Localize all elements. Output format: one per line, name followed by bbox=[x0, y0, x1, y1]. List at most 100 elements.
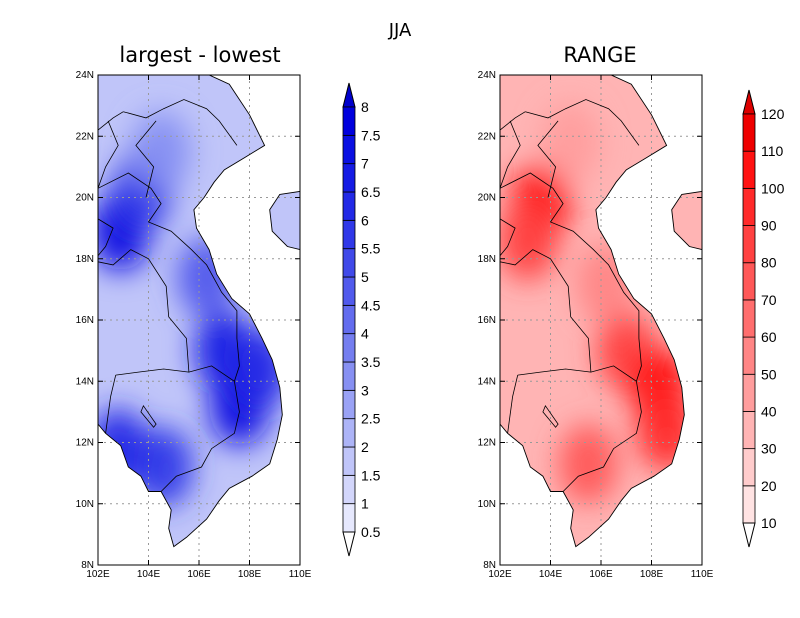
colorbar-arrow-top bbox=[342, 82, 356, 108]
colorbar-label: 90 bbox=[761, 218, 777, 234]
colorbar-label: 70 bbox=[761, 292, 777, 308]
colorbar-bin bbox=[342, 106, 356, 136]
field-hotspot bbox=[558, 423, 619, 504]
country-border bbox=[97, 249, 190, 373]
colorbar-label: 4.5 bbox=[361, 297, 381, 313]
colorbar-bin bbox=[342, 304, 356, 335]
y-tick-label: 16N bbox=[76, 315, 94, 326]
colorbar-label: 10 bbox=[761, 515, 777, 531]
figure-supertitle: JJA bbox=[388, 20, 412, 41]
map-title: largest - lowest bbox=[119, 43, 280, 67]
gridlines bbox=[98, 75, 300, 565]
country-border bbox=[97, 111, 124, 131]
y-tick-label: 14N bbox=[478, 376, 496, 387]
y-tick-label: 8N bbox=[483, 560, 496, 571]
colorbar-bin bbox=[742, 373, 756, 412]
colorbar-bin bbox=[742, 448, 756, 487]
y-tick-label: 22N bbox=[478, 131, 496, 142]
country-border bbox=[517, 365, 637, 382]
coastline bbox=[499, 74, 685, 548]
colorbar-bin bbox=[342, 361, 356, 391]
field-hotspots bbox=[500, 102, 697, 504]
colorbar-label: 7.5 bbox=[361, 127, 381, 143]
colorbar-bin bbox=[742, 225, 756, 264]
country-border bbox=[499, 120, 521, 189]
colorbar-label: 120 bbox=[761, 106, 785, 122]
x-tick-label: 106E bbox=[187, 569, 211, 580]
country-border bbox=[160, 381, 240, 492]
x-tick-label: 104E bbox=[137, 569, 161, 580]
colorbar-arrow-top bbox=[742, 89, 756, 115]
colorbar-bin bbox=[342, 163, 356, 193]
country-border bbox=[97, 120, 119, 189]
country-border bbox=[105, 375, 117, 434]
x-tick-label: 102E bbox=[488, 569, 512, 580]
colorbar-bin bbox=[342, 446, 356, 476]
field-hotspot bbox=[500, 200, 558, 281]
colorbar-label: 40 bbox=[761, 403, 777, 419]
y-tick-label: 10N bbox=[478, 499, 496, 510]
y-tick-label: 14N bbox=[76, 376, 94, 387]
colorbar-bin bbox=[342, 276, 356, 306]
map-overlay: 102E 104E 106E 108E 110E 8N 10N 12N 14N 16N 18N 20N… bbox=[478, 70, 714, 580]
x-tick-label: 106E bbox=[589, 569, 613, 580]
colorbar-label: 5.5 bbox=[361, 241, 381, 257]
y-tick-label: 24N bbox=[478, 70, 496, 81]
colorbar-bin bbox=[742, 113, 756, 152]
y-tick-label: 20N bbox=[478, 193, 496, 204]
colorbar-bin bbox=[342, 503, 356, 533]
country-border bbox=[97, 218, 114, 256]
y-tick-label: 18N bbox=[478, 254, 496, 265]
y-tick-label: 12N bbox=[76, 438, 94, 449]
colorbar-label: 30 bbox=[761, 441, 777, 457]
y-tick-label: 8N bbox=[81, 560, 94, 571]
x-tick-label: 108E bbox=[640, 569, 664, 580]
lake-outline bbox=[542, 404, 559, 428]
field-hotspot bbox=[540, 102, 601, 183]
coastline bbox=[97, 74, 283, 548]
colorbar-label: 5 bbox=[361, 269, 369, 285]
country-border bbox=[499, 218, 516, 256]
map-title: RANGE bbox=[563, 43, 636, 67]
y-tick-label: 22N bbox=[76, 131, 94, 142]
country-border bbox=[123, 99, 238, 146]
y-tick-label: 18N bbox=[76, 254, 94, 265]
colorbar-bin bbox=[342, 191, 356, 221]
country-border bbox=[507, 375, 519, 434]
colorbar-label: 8 bbox=[361, 99, 369, 115]
colorbar-arrow-bottom bbox=[342, 531, 356, 557]
lake-outline bbox=[140, 404, 157, 428]
field-hotspot bbox=[576, 243, 637, 324]
colorbar-label: 1.5 bbox=[361, 467, 381, 483]
colorbar-bin bbox=[342, 333, 356, 363]
colorbar-label: 60 bbox=[761, 329, 777, 345]
colorbar-label: 110 bbox=[761, 143, 784, 159]
colorbar-bin bbox=[742, 485, 756, 524]
country-border bbox=[135, 120, 157, 198]
y-tick-label: 16N bbox=[478, 315, 496, 326]
colorbar-label: 80 bbox=[761, 255, 777, 271]
field-hotspot bbox=[131, 111, 192, 192]
country-border bbox=[537, 120, 559, 198]
colorbar-label: 3 bbox=[361, 382, 369, 398]
field-hotspot bbox=[176, 237, 237, 318]
country-border bbox=[525, 99, 640, 146]
colorbar-label: 7 bbox=[361, 156, 369, 172]
x-tick-label: 104E bbox=[539, 569, 563, 580]
map-overlay: 102E 104E 106E 108E 110E 8N 10N 12N 14N 16N 18N 20N… bbox=[76, 70, 312, 580]
country-border bbox=[499, 111, 526, 131]
field-hotspots bbox=[98, 111, 290, 507]
colorbar-label: 50 bbox=[761, 366, 777, 382]
shaded-field bbox=[500, 75, 702, 547]
y-tick-label: 12N bbox=[478, 438, 496, 449]
field-hotspot bbox=[98, 408, 149, 489]
colorbar-label: 6 bbox=[361, 212, 369, 228]
map-panel-largest-lowest: largest - lowest 102E 104E 106E 108E 110E8N1… bbox=[76, 43, 381, 580]
y-tick-label: 24N bbox=[76, 70, 94, 81]
x-tick-label: 110E bbox=[691, 569, 714, 580]
x-tick-label: 110E bbox=[289, 569, 312, 580]
colorbar-bin bbox=[742, 150, 756, 189]
colorbar-bin bbox=[342, 474, 356, 505]
colorbar-label: 100 bbox=[761, 180, 785, 196]
